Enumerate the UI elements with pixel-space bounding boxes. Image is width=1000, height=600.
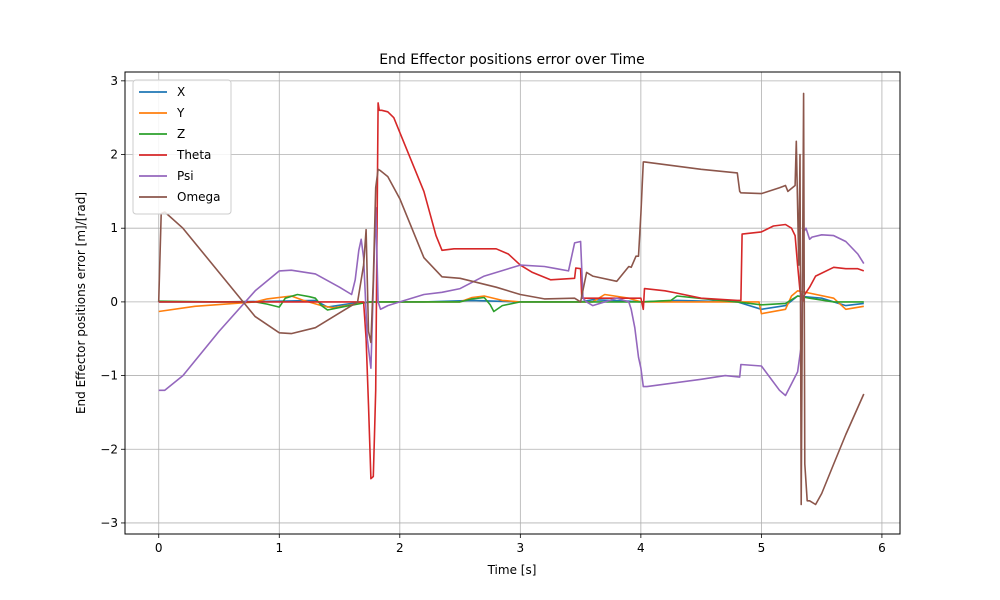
- ticks: 0 1 2 3 4 5 6 −3 −2 −1 0 1 2 3: [100, 74, 885, 555]
- legend-label-y: Y: [176, 106, 185, 120]
- series-line-theta: [158, 102, 865, 480]
- legend: XYZ Theta Psi Omega: [132, 79, 232, 215]
- series-line-z: [158, 293, 864, 313]
- x-tick-label: 6: [878, 541, 886, 555]
- plot-area: [157, 92, 865, 506]
- chart-title: End Effector positions error over Time: [379, 52, 645, 68]
- y-tick-label: 2: [110, 148, 118, 162]
- y-tick-label: −1: [100, 369, 118, 383]
- x-tick-label: 0: [155, 541, 163, 555]
- y-tick-label: −3: [100, 516, 118, 530]
- y-tick-label: 3: [110, 74, 118, 88]
- x-tick-label: 5: [758, 541, 766, 555]
- x-tick-label: 4: [637, 541, 645, 555]
- x-tick-label: 2: [396, 541, 404, 555]
- axes-frame: [124, 71, 901, 535]
- legend-label-psi: Psi: [177, 169, 194, 183]
- y-axis-label: End Effector positions error [m]/[rad]: [74, 192, 88, 414]
- legend-label-theta: Theta: [176, 148, 211, 162]
- x-tick-label: 3: [517, 541, 525, 555]
- y-tick-label: 1: [110, 221, 118, 235]
- series-line-psi: [158, 206, 865, 397]
- legend-label-z: Z: [177, 127, 185, 141]
- legend-label-x: X: [177, 85, 185, 99]
- legend-label-omega: Omega: [177, 190, 221, 204]
- y-tick-label: −2: [100, 442, 118, 456]
- x-axis-label: Time [s]: [487, 563, 537, 577]
- y-tick-label: 0: [110, 295, 118, 309]
- x-tick-label: 1: [275, 541, 283, 555]
- series-line-omega: [157, 92, 865, 506]
- series-line-x: [158, 295, 864, 311]
